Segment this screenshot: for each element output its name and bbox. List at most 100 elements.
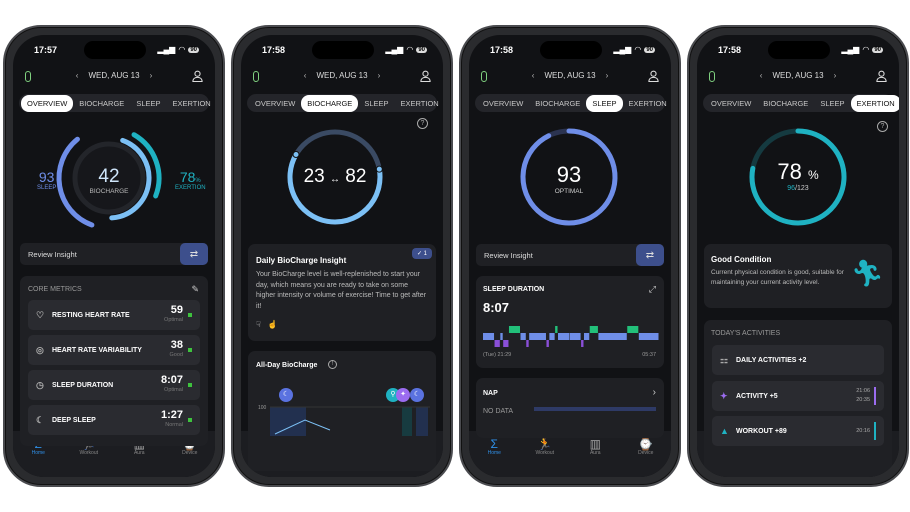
chevron-right-icon[interactable]: › [652, 387, 656, 398]
sleep-duration-card[interactable]: SLEEP DURATION ⤢ 8:07 (Tue) 21:29 05:37 [476, 276, 664, 368]
device-icon[interactable] [481, 71, 487, 82]
date-label: WED, AUG 13 [88, 71, 140, 80]
sleep-stage-segment [638, 333, 659, 340]
status-time: 17:57 [34, 45, 58, 55]
exertion-score-arc [749, 128, 847, 226]
activity-row[interactable]: ⚏ DAILY ACTIVITIES +2 [712, 345, 884, 375]
thumbs-down-icon[interactable]: ☟ [256, 320, 261, 329]
status-icons: ▂▄▆ ◠ 90 [613, 45, 655, 54]
tab-sleep[interactable]: SLEEP [136, 98, 161, 108]
sleep-stage-segment [508, 326, 521, 333]
nap-bar [534, 407, 656, 411]
status-indicator [188, 348, 192, 352]
nav-device[interactable]: ⌚Device [626, 437, 666, 477]
tab-biocharge[interactable]: BIOCHARGE [79, 98, 125, 108]
profile-icon[interactable] [192, 70, 203, 82]
thumbs-up-icon[interactable]: ☝ [267, 320, 278, 329]
tab-biocharge[interactable]: BIOCHARGE [535, 98, 581, 108]
review-insight-bar[interactable]: Review Insight ⇄ [20, 243, 208, 265]
runner-icon: 🏃︎ [850, 258, 884, 288]
tab-bar: OVERVIEW BIOCHARGE SLEEP EXERTION [19, 94, 211, 112]
tab-sleep[interactable]: SLEEP [820, 98, 845, 108]
metric-row[interactable]: ♡ RESTING HEART RATE 59 Optimal [28, 300, 200, 330]
activity-row[interactable]: ✦ ACTIVITY +5 21:06 20:35 [712, 381, 884, 411]
profile-icon[interactable] [876, 70, 887, 82]
date-label: WED, AUG 13 [544, 71, 596, 80]
sleep-event-icon[interactable]: ☾ [279, 388, 293, 402]
help-icon[interactable]: ? [877, 121, 888, 132]
metric-row[interactable]: ◷ SLEEP DURATION 8:07 Optimal [28, 370, 200, 400]
insight-text: Your BioCharge level is well-replenished… [256, 271, 427, 310]
prev-day-button[interactable]: ‹ [303, 71, 307, 80]
grid-icon: ⚏ [720, 354, 729, 365]
sleep-arc [56, 136, 95, 228]
sleep-stage-segment [529, 333, 546, 340]
help-icon[interactable]: ? [417, 118, 428, 129]
next-day-button[interactable]: › [377, 71, 381, 80]
expand-icon[interactable]: ⤢ [648, 284, 656, 294]
prev-day-button[interactable]: ‹ [531, 71, 535, 80]
dynamic-island [540, 41, 602, 59]
tab-exertion[interactable]: EXERTION [850, 94, 899, 112]
tab-exertion[interactable]: EXERTION [400, 98, 439, 108]
sleep-stage-segment [526, 340, 529, 347]
allday-chart [270, 406, 430, 436]
prev-day-button[interactable]: ‹ [759, 71, 763, 80]
edit-icon[interactable]: ✎ [191, 284, 199, 294]
review-insight-bar[interactable]: Review Insight ⇄ [476, 244, 664, 266]
tab-sleep[interactable]: SLEEP [586, 94, 623, 112]
tab-overview[interactable]: OVERVIEW [711, 98, 752, 108]
hypnogram [483, 326, 659, 347]
metric-row[interactable]: ☾ DEEP SLEEP 1:27 Normal [28, 405, 200, 435]
tab-exertion[interactable]: EXERTION [628, 98, 667, 108]
swap-icon[interactable]: ⇄ [636, 244, 664, 266]
next-day-button[interactable]: › [605, 71, 609, 80]
activity-event-icon[interactable]: ✦ [396, 388, 410, 402]
info-icon[interactable]: ! [328, 360, 337, 369]
y-tick: 100 [258, 405, 267, 411]
profile-icon[interactable] [648, 70, 659, 82]
date-selector: ‹ WED, AUG 13 › [13, 71, 215, 80]
sleep-stage-segment [483, 333, 495, 340]
battery-icon: 90 [872, 46, 883, 53]
activity-row[interactable]: ▲ WORKOUT +89 20:16 [712, 416, 884, 446]
allday-title: All-Day BioCharge [256, 362, 318, 369]
prev-day-button[interactable]: ‹ [75, 71, 79, 80]
status-time: 17:58 [718, 45, 742, 55]
signal-icon: ▂▄▆ [613, 45, 632, 54]
allday-biocharge-card: All-Day BioCharge ! ☾ ⚲ ✦ ☾ 100 [248, 351, 436, 471]
nav-workout[interactable]: 🏃Workout [525, 437, 565, 477]
tab-overview[interactable]: OVERVIEW [483, 98, 524, 108]
tab-exertion[interactable]: EXERTION [172, 98, 211, 108]
tab-overview[interactable]: OVERVIEW [255, 98, 296, 108]
exertion-arc [131, 132, 162, 199]
wifi-icon: ◠ [634, 45, 642, 54]
sleep-event-icon[interactable]: ☾ [410, 388, 424, 402]
date-selector: ‹ WED, AUG 13 › [241, 71, 443, 80]
device-icon[interactable] [709, 71, 715, 82]
activities-card: TODAY'S ACTIVITIES ⚏ DAILY ACTIVITIES +2 … [704, 320, 892, 477]
nap-card[interactable]: NAP › NO DATA [476, 378, 664, 438]
insight-badge[interactable]: ✓ 1 [411, 248, 432, 259]
hrv-icon: ◎ [36, 344, 44, 355]
profile-icon[interactable] [420, 70, 431, 82]
sleep-score: 93 OPTIMAL [554, 162, 584, 195]
device-icon[interactable] [253, 71, 259, 82]
metric-row[interactable]: ◎ HEART RATE VARIABILITY 38 Good [28, 335, 200, 365]
next-day-button[interactable]: › [833, 71, 837, 80]
dynamic-island [312, 41, 374, 59]
sleep-stage-segment [503, 340, 509, 347]
tab-overview[interactable]: OVERVIEW [21, 94, 74, 112]
device-icon[interactable] [25, 71, 31, 82]
tab-sleep[interactable]: SLEEP [364, 98, 389, 108]
swap-icon[interactable]: ⇄ [180, 243, 208, 265]
person-icon: ✦ [720, 390, 728, 401]
next-day-button[interactable]: › [149, 71, 153, 80]
watch-icon: ⌚ [638, 437, 654, 451]
deep-sleep-icon: ☾ [36, 414, 45, 425]
tab-biocharge[interactable]: BIOCHARGE [301, 94, 359, 112]
tab-biocharge[interactable]: BIOCHARGE [763, 98, 809, 108]
nav-aura[interactable]: ▥Aura [575, 437, 615, 477]
sleep-stage-segment [583, 333, 590, 340]
